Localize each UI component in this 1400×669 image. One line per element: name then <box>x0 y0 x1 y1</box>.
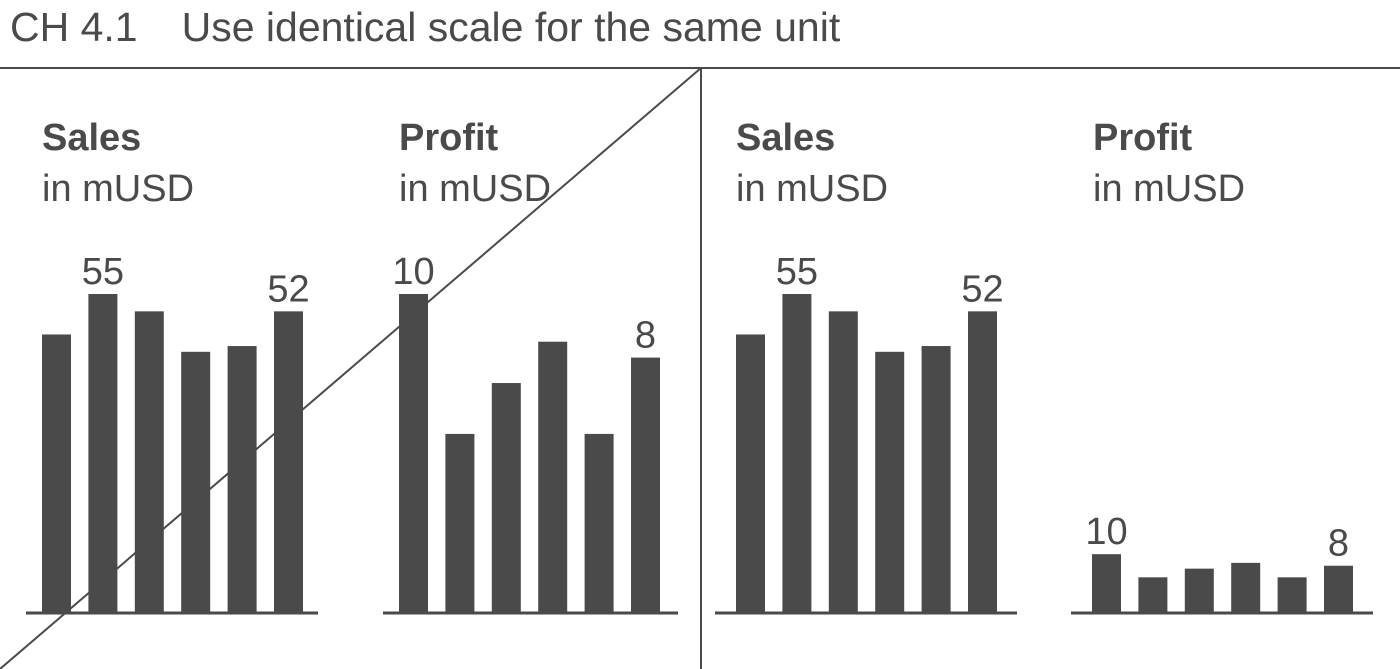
chart-3-data-label: 52 <box>961 268 1003 310</box>
chart-4-bar[interactable] <box>1277 577 1307 612</box>
chart-1-bar[interactable] <box>181 351 211 612</box>
chart-4-data-label: 10 <box>1085 511 1127 553</box>
chart-1-bar[interactable] <box>42 334 71 612</box>
chart-4-bar[interactable] <box>1324 565 1353 612</box>
chart-3-unit: in mUSD <box>736 168 888 210</box>
chart-1-bar[interactable] <box>134 311 164 612</box>
chart-4-bar[interactable] <box>1184 568 1214 612</box>
chart-2-bar[interactable] <box>399 294 428 612</box>
chart-1-bar[interactable] <box>274 311 303 612</box>
chart-4-bar[interactable] <box>1138 577 1168 612</box>
chart-3-bar[interactable] <box>736 334 765 612</box>
chapter-code: CH 4.1 <box>10 4 138 50</box>
chart-2-data-label: 10 <box>392 251 434 293</box>
chart-4-bar[interactable] <box>1231 562 1261 612</box>
strike-through-line <box>0 67 702 669</box>
chart-1-bar[interactable] <box>88 294 118 612</box>
chart-2-bar[interactable] <box>584 433 614 612</box>
chart-3-data-label: 55 <box>776 251 818 293</box>
chart-4-data-label: 8 <box>1328 523 1349 565</box>
chart-2-bar[interactable] <box>445 433 475 612</box>
chart-1-data-label: 52 <box>267 268 309 310</box>
chart-2-data-label: 8 <box>635 315 656 357</box>
chart-2-bar[interactable] <box>491 383 521 612</box>
chart-heading: CH 4.1 Use identical scale for the same u… <box>10 2 840 52</box>
heading-text: Use identical scale for the same unit <box>181 4 841 50</box>
chart-3-title: Sales <box>736 117 835 159</box>
chart-3-bar[interactable] <box>875 351 905 612</box>
chart-2-title: Profit <box>399 117 499 159</box>
chart-3-bar[interactable] <box>968 311 997 612</box>
chart-1-bar[interactable] <box>227 346 257 612</box>
chart-1-title: Sales <box>42 117 141 159</box>
chart-4-unit: in mUSD <box>1093 168 1245 210</box>
chart-3-bar[interactable] <box>828 311 858 612</box>
chart-4-title: Profit <box>1093 117 1193 159</box>
chart-1-unit: in mUSD <box>42 168 194 210</box>
chart-1-data-label: 55 <box>82 251 124 293</box>
chart-3-bar[interactable] <box>921 346 951 612</box>
chart-2-bar[interactable] <box>538 341 568 612</box>
chart-3-bar[interactable] <box>782 294 812 612</box>
chart-2-unit: in mUSD <box>399 168 551 210</box>
chart-4-bar[interactable] <box>1092 554 1121 612</box>
chart-2-bar[interactable] <box>631 357 660 612</box>
